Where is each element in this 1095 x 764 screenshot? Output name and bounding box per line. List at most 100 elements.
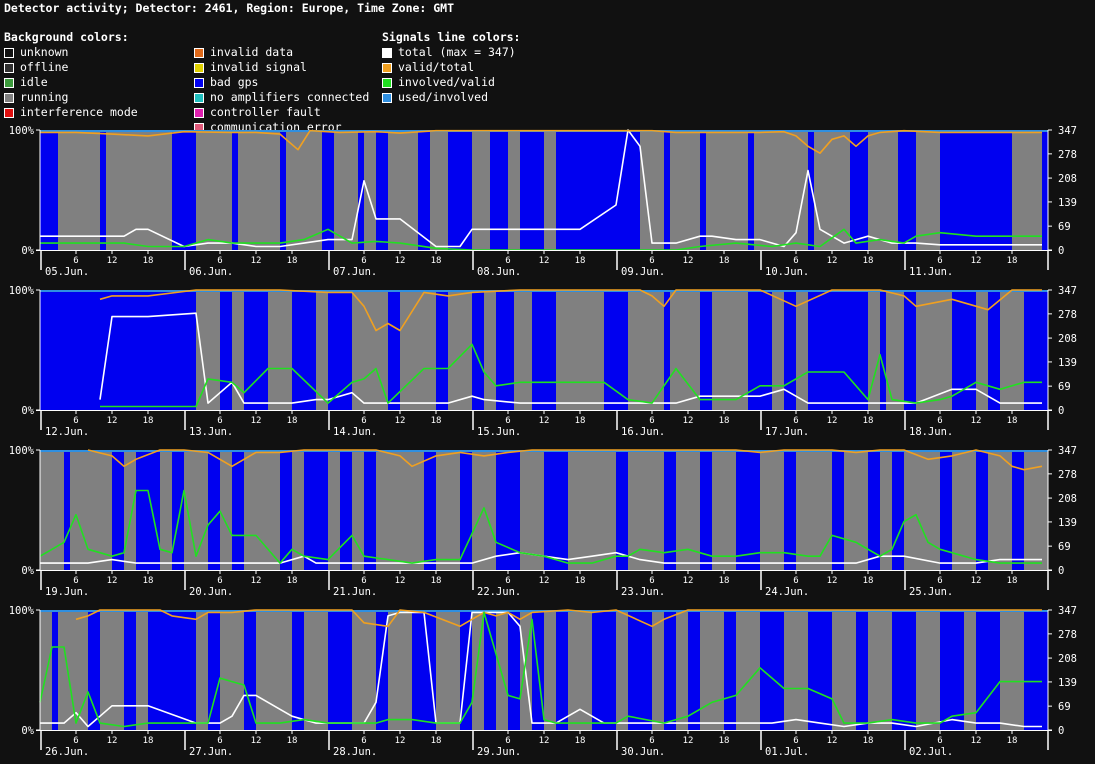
involved-line: [39, 489, 1042, 564]
status-segment: [880, 290, 886, 410]
background-legend-item: invalid signal: [194, 60, 369, 75]
status-segment: [892, 450, 904, 570]
y-right-tick-label: 278: [1058, 309, 1077, 321]
status-segment: [754, 130, 808, 250]
status-segment: [472, 290, 484, 410]
status-segment: [328, 450, 340, 570]
status-segment: [136, 450, 160, 570]
hour-tick-label: 6: [793, 576, 798, 586]
status-segment: [352, 610, 376, 730]
y-right-tick-label: 0: [1058, 565, 1064, 577]
status-segment: [544, 610, 556, 730]
hour-tick-label: 12: [251, 576, 262, 586]
status-segment: [412, 610, 436, 730]
day-label: 25.Jun.: [909, 586, 953, 598]
background-legend-label: idle: [20, 75, 48, 89]
hour-tick-label: 18: [575, 416, 586, 426]
status-segment: [196, 290, 220, 410]
status-segment: [808, 130, 814, 250]
status-segment: [1042, 610, 1048, 730]
background-legend-item: bad gps: [194, 75, 369, 90]
y-right-tick-label: 347: [1058, 445, 1077, 457]
status-segment: [388, 290, 400, 410]
valid-line: [99, 289, 1042, 332]
signals-legend-item: involved/valid: [382, 75, 520, 90]
total-line: [99, 312, 1042, 404]
status-segment: [400, 290, 436, 410]
status-segment: [352, 290, 388, 410]
day-label: 14.Jun.: [333, 426, 377, 438]
status-segment: [568, 610, 592, 730]
y-right-tick-label: 208: [1058, 333, 1077, 345]
status-segment: [700, 290, 712, 410]
status-segment: [340, 450, 352, 570]
day-label: 21.Jun.: [333, 586, 377, 598]
hour-tick-label: 12: [251, 256, 262, 266]
hour-tick-label: 6: [73, 416, 78, 426]
hour-tick-label: 6: [361, 416, 366, 426]
hour-tick-label: 12: [827, 736, 838, 746]
hour-tick-label: 6: [793, 416, 798, 426]
status-segment: [304, 450, 328, 570]
status-segment: [784, 450, 796, 570]
y-left-tick-label: 0%: [21, 245, 34, 257]
hour-tick-label: 6: [793, 256, 798, 266]
y-left-tick-label: 0%: [21, 405, 34, 417]
status-segment: [850, 130, 868, 250]
status-segment: [796, 290, 808, 410]
status-segment: [1000, 290, 1024, 410]
y-left-tick-label: 100%: [9, 445, 35, 457]
hour-tick-label: 6: [937, 736, 942, 746]
status-segment: [376, 450, 424, 570]
day-label: 10.Jun.: [765, 266, 809, 278]
signals-legend-label: used/involved: [398, 90, 489, 104]
y-right-tick-label: 347: [1058, 605, 1077, 617]
status-segment: [1042, 130, 1048, 250]
hour-tick-label: 6: [937, 576, 942, 586]
status-segment: [1024, 290, 1042, 410]
status-segment: [376, 130, 388, 250]
status-segment: [70, 450, 112, 570]
hour-tick-label: 6: [217, 736, 222, 746]
square-icon: [382, 47, 392, 58]
hour-tick-label: 18: [575, 736, 586, 746]
status-segment: [988, 290, 1000, 410]
status-segment: [436, 450, 460, 570]
hour-tick-label: 6: [937, 256, 942, 266]
y-left-tick-label: 0%: [21, 725, 34, 737]
hour-tick-label: 6: [73, 736, 78, 746]
day-label: 22.Jun.: [477, 586, 521, 598]
hour-tick-label: 12: [971, 256, 982, 266]
y-left-tick-label: 100%: [9, 605, 35, 617]
status-segment: [736, 450, 760, 570]
status-segment: [736, 610, 760, 730]
square-icon: [382, 62, 392, 73]
status-segment: [1012, 130, 1042, 250]
status-segment: [472, 130, 490, 250]
status-segment: [238, 130, 280, 250]
status-segment: [880, 450, 892, 570]
status-segment: [940, 450, 952, 570]
status-segment: [292, 450, 304, 570]
day-label: 24.Jun.: [765, 586, 809, 598]
hour-tick-label: 12: [683, 416, 694, 426]
status-segment: [700, 130, 706, 250]
status-segment: [556, 290, 604, 410]
status-segment: [40, 450, 64, 570]
hour-tick-label: 18: [863, 256, 874, 266]
status-segment: [772, 290, 784, 410]
status-segment: [208, 450, 220, 570]
square-icon: [4, 77, 14, 88]
hour-tick-label: 18: [1007, 416, 1018, 426]
status-segment: [688, 610, 700, 730]
status-segment: [244, 290, 268, 410]
status-segment: [868, 450, 880, 570]
y-right-tick-label: 69: [1058, 701, 1071, 713]
status-segment: [940, 610, 964, 730]
status-segment: [916, 130, 940, 250]
hour-tick-label: 18: [287, 576, 298, 586]
status-segment: [232, 130, 238, 250]
hour-tick-label: 18: [719, 416, 730, 426]
day-label: 08.Jun.: [477, 266, 521, 278]
hour-tick-label: 12: [971, 576, 982, 586]
